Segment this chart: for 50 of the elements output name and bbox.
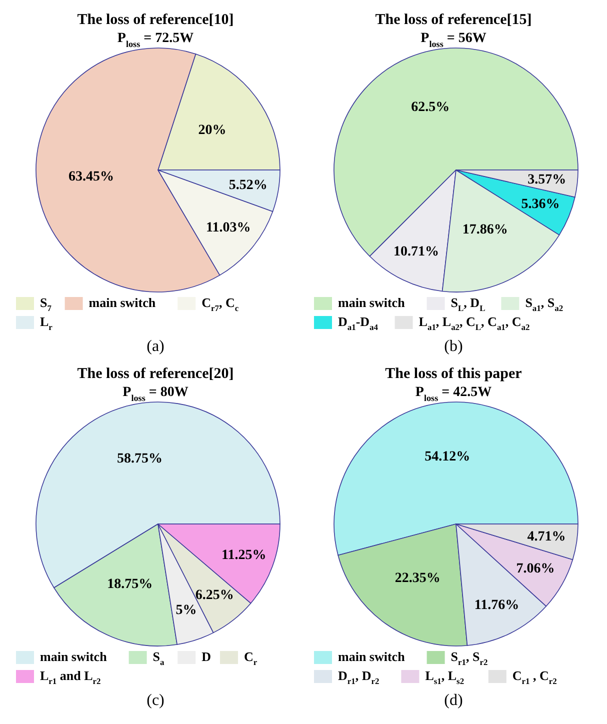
data-label: 62.5% bbox=[411, 100, 450, 116]
data-label: 5% bbox=[176, 603, 197, 618]
text: (c) bbox=[146, 692, 164, 709]
text: (b) bbox=[444, 338, 463, 355]
data-label: 54.12% bbox=[424, 450, 470, 465]
data-label: 17.86% bbox=[462, 222, 508, 238]
legend-label: S$_{L}$, D$_{L}$ bbox=[450, 294, 486, 313]
legend-label: D bbox=[202, 648, 211, 664]
data-label: 11.03% bbox=[206, 220, 251, 236]
text: (d) bbox=[444, 692, 463, 709]
data-label: 11.76% bbox=[474, 598, 520, 614]
text: (a) bbox=[146, 338, 164, 355]
chart-title: The loss of reference[20] bbox=[77, 366, 234, 382]
chart-title: The loss of reference[10] bbox=[77, 12, 234, 28]
legend-label: main switch bbox=[338, 648, 406, 664]
chart-subtitle: P$_{loss}$ = 80W bbox=[122, 385, 188, 403]
legend-label: C$_{r7}$, C$_{c}$ bbox=[202, 294, 239, 313]
legend-label: S$_{a1}$, S$_{a2}$ bbox=[525, 294, 564, 313]
category-label: L$_{a1}$, L$_{a2}$, C$_{L}$, C$_{a1}$, C$_{a2}$ bbox=[418, 314, 530, 332]
data-label: 6.25% bbox=[195, 588, 234, 604]
data-label: 7.06% bbox=[516, 562, 555, 577]
legend-label: D$_{r1}$, D$_{r2}$ bbox=[338, 668, 380, 686]
chart-subtitle: P$_{loss}$ = 56W bbox=[420, 31, 486, 49]
data-label: 22.35% bbox=[394, 571, 440, 586]
legend-label: D$_{a1}$-D$_{a4}$ bbox=[338, 314, 379, 332]
data-label: 3.57% bbox=[528, 172, 566, 188]
legend-label: S$_{a}$ bbox=[152, 648, 166, 667]
chart-title: The loss of this paper bbox=[385, 366, 522, 382]
legend-label: S$_{r1}$, S$_{r2}$ bbox=[450, 648, 488, 667]
legend-label: C$_{r1}$ , C$_{r2}$ bbox=[512, 668, 557, 686]
legend-label: L$_{s1}$, L$_{s2}$ bbox=[425, 668, 464, 686]
chart-subtitle: P$_{loss}$ = 42.5W bbox=[415, 385, 492, 403]
data-label: 58.75% bbox=[117, 452, 163, 467]
data-label: 20% bbox=[198, 122, 226, 138]
chart-subtitle: P$_{loss}$ = 72.5W bbox=[117, 31, 194, 49]
data-label: 5.52% bbox=[228, 178, 268, 194]
data-label: 63.45% bbox=[68, 169, 114, 184]
data-label: 11.25% bbox=[221, 548, 266, 563]
legend-label: main switch bbox=[40, 648, 108, 664]
legend-label: C$_{r}$ bbox=[244, 648, 258, 667]
chart-title: The loss of reference[15] bbox=[375, 12, 532, 28]
data-label: 5.36% bbox=[521, 197, 560, 212]
data-label: 4.71% bbox=[527, 530, 566, 545]
legend-label: main switch bbox=[88, 294, 156, 310]
legend-label: L$_{r}$ bbox=[40, 314, 53, 332]
legend-label: S$_{7}$ bbox=[40, 294, 52, 313]
data-label: 18.75% bbox=[107, 577, 153, 592]
data-label: 10.71% bbox=[394, 244, 440, 260]
legend-label: L$_{r1}$ and L$_{r2}$ bbox=[40, 668, 101, 686]
legend-label: main switch bbox=[338, 294, 406, 310]
